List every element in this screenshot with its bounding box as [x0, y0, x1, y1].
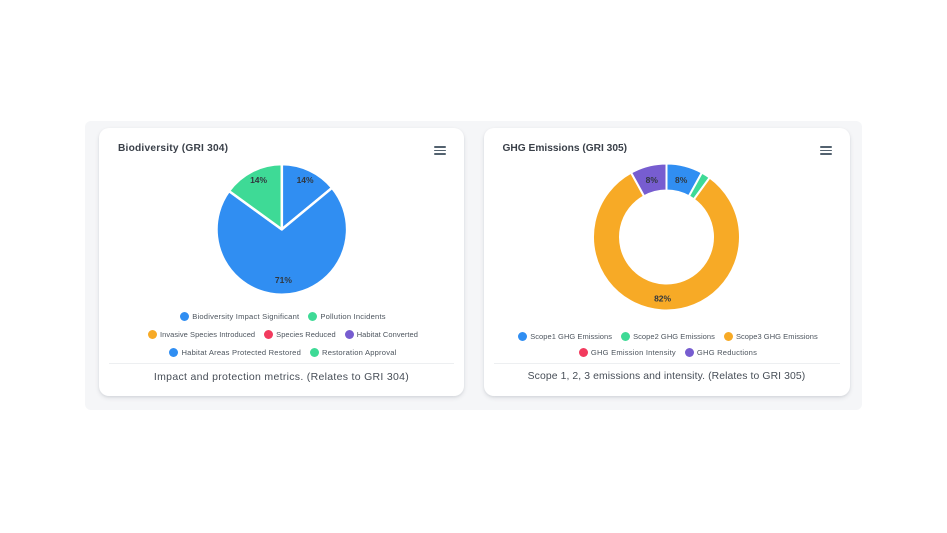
svg-text:14%: 14% [250, 175, 267, 185]
svg-text:14%: 14% [297, 175, 314, 185]
svg-text:8%: 8% [675, 175, 688, 185]
svg-text:71%: 71% [275, 275, 292, 285]
svg-text:82%: 82% [654, 293, 671, 303]
svg-text:8%: 8% [645, 175, 658, 185]
